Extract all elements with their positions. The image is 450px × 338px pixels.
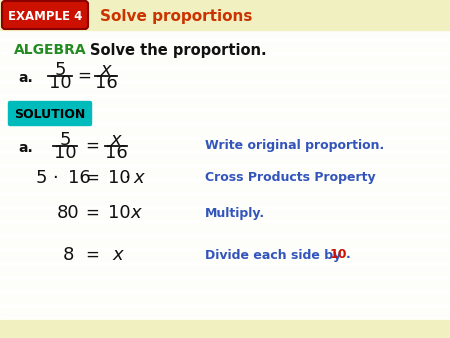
Bar — [0, 0, 450, 30]
Bar — [0, 154, 450, 163]
Bar — [0, 84, 450, 93]
Text: 10: 10 — [330, 248, 347, 262]
Text: Solve the proportion.: Solve the proportion. — [90, 43, 266, 57]
Text: Cross Products Property: Cross Products Property — [205, 171, 376, 185]
Bar — [0, 168, 450, 177]
Bar — [0, 294, 450, 303]
Bar — [0, 224, 450, 233]
Bar — [0, 336, 450, 338]
Text: x: x — [133, 169, 144, 187]
Text: Write original proportion.: Write original proportion. — [205, 140, 384, 152]
Text: ·: · — [124, 169, 130, 187]
Text: 16: 16 — [104, 144, 127, 162]
Text: 16: 16 — [94, 74, 117, 92]
Bar — [0, 322, 450, 331]
Bar — [0, 0, 450, 9]
Bar — [0, 196, 450, 205]
Bar — [0, 140, 450, 149]
Bar — [0, 252, 450, 261]
Text: SOLUTION: SOLUTION — [14, 107, 86, 121]
Bar — [0, 112, 450, 121]
Text: 10: 10 — [108, 169, 130, 187]
Text: =: = — [85, 137, 99, 155]
Bar — [0, 210, 450, 219]
Text: 5: 5 — [36, 169, 47, 187]
Text: ·: · — [52, 169, 58, 187]
Text: x: x — [101, 61, 111, 79]
Text: a.: a. — [18, 71, 33, 85]
Text: =: = — [85, 169, 99, 187]
Text: 8: 8 — [62, 246, 74, 264]
Bar — [0, 28, 450, 37]
Text: EXAMPLE 4: EXAMPLE 4 — [8, 9, 82, 23]
Text: x: x — [130, 204, 140, 222]
FancyBboxPatch shape — [9, 101, 91, 125]
Bar — [0, 70, 450, 79]
Text: 10: 10 — [49, 74, 71, 92]
Text: 5: 5 — [54, 61, 66, 79]
Text: a.: a. — [18, 141, 33, 155]
Text: 80: 80 — [57, 204, 79, 222]
Text: Solve proportions: Solve proportions — [100, 8, 252, 24]
Bar — [0, 320, 450, 338]
Text: 10: 10 — [108, 204, 130, 222]
Text: =: = — [77, 67, 91, 85]
Text: =: = — [85, 204, 99, 222]
Bar — [0, 308, 450, 317]
Text: 10: 10 — [54, 144, 76, 162]
Bar — [0, 238, 450, 247]
Bar — [0, 56, 450, 65]
Bar — [0, 280, 450, 289]
Bar — [0, 14, 450, 23]
Text: 16: 16 — [68, 169, 91, 187]
Text: ALGEBRA: ALGEBRA — [14, 43, 86, 57]
Text: x: x — [112, 246, 122, 264]
Bar — [0, 98, 450, 107]
Bar — [0, 182, 450, 191]
Text: =: = — [85, 246, 99, 264]
Text: 5: 5 — [59, 131, 71, 149]
Text: x: x — [111, 131, 122, 149]
Text: .: . — [346, 248, 351, 262]
Bar — [0, 42, 450, 51]
FancyBboxPatch shape — [2, 1, 88, 29]
Text: Divide each side by: Divide each side by — [205, 248, 346, 262]
Bar — [0, 126, 450, 135]
Bar — [0, 266, 450, 275]
Text: Multiply.: Multiply. — [205, 207, 265, 219]
